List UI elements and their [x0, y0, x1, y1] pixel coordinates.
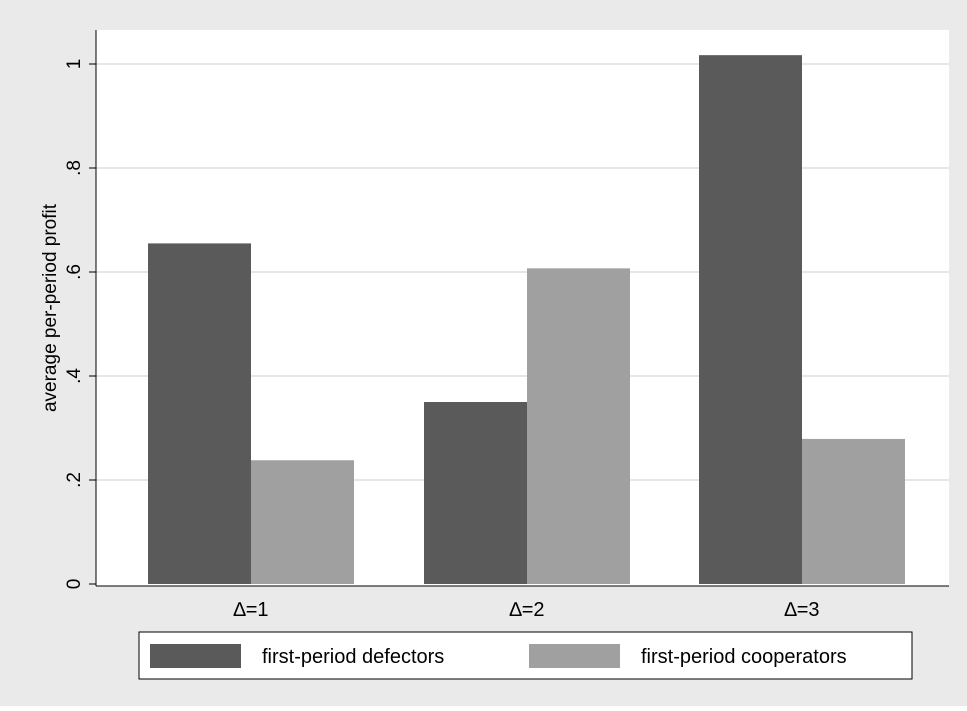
bars [148, 55, 905, 585]
legend-swatch [529, 644, 620, 668]
legend-label: first-period defectors [262, 646, 444, 668]
bar-cooperators [251, 460, 354, 584]
bar-defectors [699, 55, 802, 585]
y-tick-label: 0 [64, 579, 85, 590]
y-axis-label: average per-period profit [40, 203, 61, 412]
legend-label: first-period cooperators [641, 646, 847, 668]
bar-cooperators [527, 268, 630, 584]
bar-defectors [424, 402, 527, 584]
legend-box [138, 631, 913, 680]
bar-defectors [148, 243, 251, 584]
y-tick-label: .4 [64, 368, 85, 384]
x-tick-label: ∆=3 [784, 599, 819, 621]
x-tick-label: ∆=2 [509, 599, 544, 621]
y-tick-label: .2 [64, 472, 85, 488]
legend: first-period defectors first-period coope… [138, 631, 913, 680]
y-tick-label: .8 [64, 160, 85, 176]
y-tick-label: 1 [64, 59, 85, 70]
legend-swatch [150, 644, 241, 668]
x-tick-label: ∆=1 [233, 599, 268, 621]
y-tick-label: .6 [64, 264, 85, 280]
axes: 0 .2 .4 .6 .8 1 ∆=1 ∆=2 ∆=3 [64, 30, 949, 621]
bar-cooperators [802, 438, 905, 584]
